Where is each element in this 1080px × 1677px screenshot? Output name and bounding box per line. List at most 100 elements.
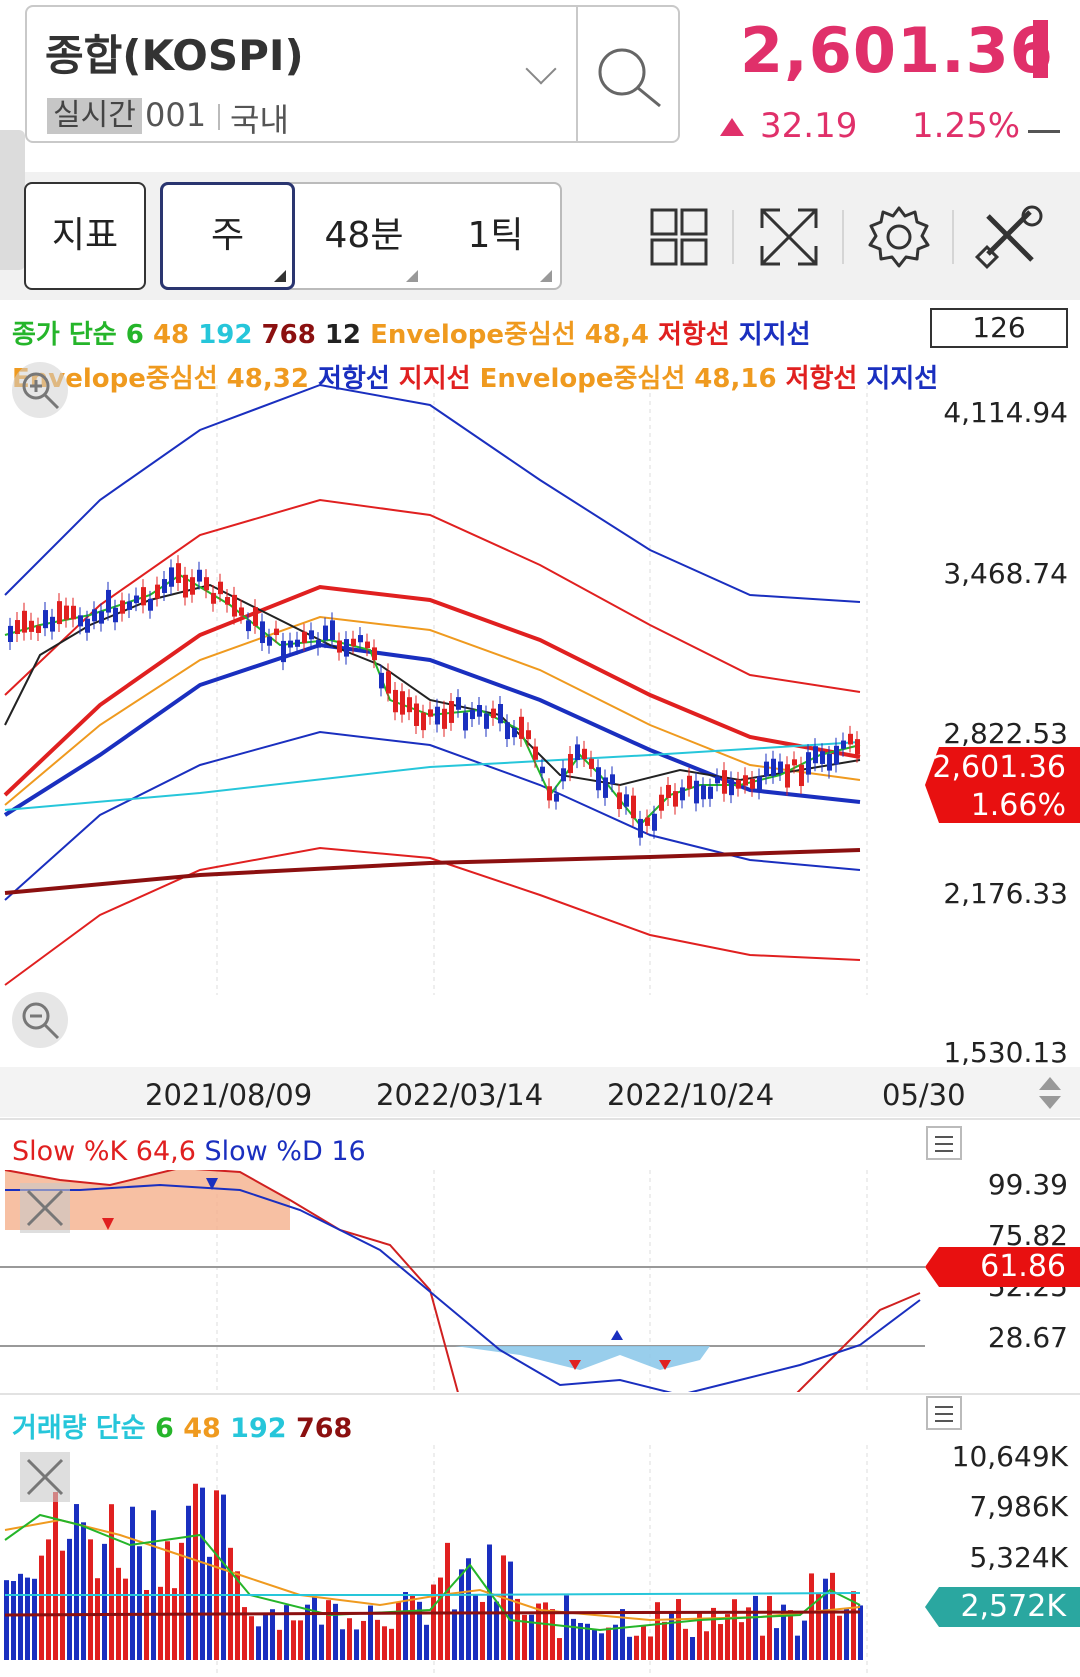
candle (351, 638, 356, 647)
candle (512, 727, 517, 738)
legend-item-5: 12 (324, 320, 371, 350)
candle (806, 752, 811, 775)
stoch-oversold-area (455, 1346, 710, 1370)
volume-axis-label: 7,986K (969, 1490, 1068, 1523)
volume-bar (18, 1573, 23, 1660)
dash-icon (1028, 130, 1060, 133)
legend-item-8: 지지선 (738, 320, 811, 350)
volume-bar (235, 1571, 240, 1660)
candle (645, 817, 650, 826)
volume-bar (858, 1605, 863, 1660)
indicator-line (4, 583, 861, 787)
candle (568, 753, 573, 774)
grid-layout-icon[interactable] (640, 198, 718, 276)
candle (148, 598, 153, 611)
candle (253, 607, 258, 626)
date-label: 2022/03/14 (376, 1078, 544, 1112)
volume-bar (67, 1538, 72, 1660)
candle (197, 569, 202, 582)
volume-bar (144, 1589, 149, 1660)
volume-legend-item-0: 거래량 단순 (12, 1413, 155, 1444)
volume-bar (592, 1629, 597, 1660)
candle (554, 793, 559, 802)
indicator-line (4, 846, 861, 986)
volume-bar (669, 1611, 674, 1660)
zoom-out-icon[interactable] (12, 992, 68, 1048)
volume-bar (571, 1618, 576, 1660)
index-code: 001 (145, 96, 207, 134)
volume-bar (697, 1611, 702, 1660)
scroll-arrows-icon[interactable] (1035, 1075, 1065, 1111)
price-chart[interactable] (0, 305, 925, 1065)
indicator-button[interactable]: 지표 (24, 182, 146, 290)
candle (687, 775, 692, 789)
candle (624, 794, 629, 807)
candle (519, 716, 524, 739)
gear-icon[interactable] (860, 198, 938, 276)
candle (71, 605, 76, 620)
volume-bar (683, 1628, 688, 1660)
volume-bar (214, 1490, 219, 1660)
candle (694, 780, 699, 804)
candle (428, 709, 433, 717)
volume-bar (578, 1622, 583, 1660)
stoch-legend-item-0: Slow %K 64,6 (12, 1136, 205, 1167)
candle (470, 710, 475, 720)
volume-bar (466, 1558, 471, 1660)
candle (456, 697, 461, 710)
candle (729, 779, 734, 796)
candle (778, 761, 783, 774)
sell-arrow-icon (611, 1330, 623, 1340)
expand-icon[interactable] (750, 198, 828, 276)
candle (225, 597, 230, 605)
buy-arrow-icon (102, 1218, 114, 1230)
volume-legend-item-3: 192 (230, 1413, 296, 1444)
period-48min-button[interactable]: 48분 (324, 215, 404, 256)
volume-bar (508, 1561, 513, 1660)
volume-chart[interactable] (0, 1445, 925, 1677)
close-indicator-icon[interactable] (20, 1452, 70, 1502)
candle-count-box[interactable]: 126 (930, 308, 1068, 348)
stochastic-menu-button[interactable] (926, 1126, 962, 1160)
volume-bar (228, 1547, 233, 1660)
volume-bar (256, 1626, 261, 1660)
index-name[interactable]: 종합(KOSPI) (45, 31, 304, 80)
stochastic-chart[interactable] (0, 1170, 925, 1392)
legend-item-2: 지지선 (398, 364, 480, 394)
volume-menu-button[interactable] (926, 1396, 962, 1430)
candle (92, 609, 97, 622)
candle (582, 748, 587, 759)
candle (267, 636, 272, 646)
zoom-in-icon[interactable] (12, 362, 68, 418)
search-icon[interactable] (590, 40, 670, 110)
volume-bar (172, 1588, 177, 1660)
candle (505, 722, 510, 740)
volume-bar (389, 1628, 394, 1660)
volume-bar (606, 1627, 611, 1660)
candle (57, 601, 62, 625)
candle (64, 605, 69, 620)
price-change-percent: 1.25% (912, 106, 1021, 146)
volume-bar (368, 1605, 373, 1660)
volume-bar (60, 1550, 65, 1660)
candle (183, 574, 188, 598)
volume-bar (844, 1608, 849, 1660)
search-divider (576, 7, 578, 141)
tools-icon[interactable] (970, 198, 1048, 276)
period-week-button[interactable]: 주 (160, 182, 295, 290)
candle (316, 640, 321, 648)
side-drawer-handle[interactable] (0, 130, 25, 270)
candle (750, 778, 755, 789)
period-tick-button[interactable]: 1틱 (467, 215, 524, 256)
slow-d-line (5, 1183, 921, 1392)
volume-bar (690, 1637, 695, 1660)
candle (218, 581, 223, 595)
candle (29, 620, 34, 632)
volume-bar (438, 1577, 443, 1660)
candle (533, 746, 538, 760)
candle (757, 776, 762, 792)
stoch-legend-item-1: Slow %D 16 (204, 1136, 366, 1167)
close-indicator-icon[interactable] (20, 1183, 70, 1233)
volume-bar (410, 1594, 415, 1660)
candle (127, 601, 132, 610)
